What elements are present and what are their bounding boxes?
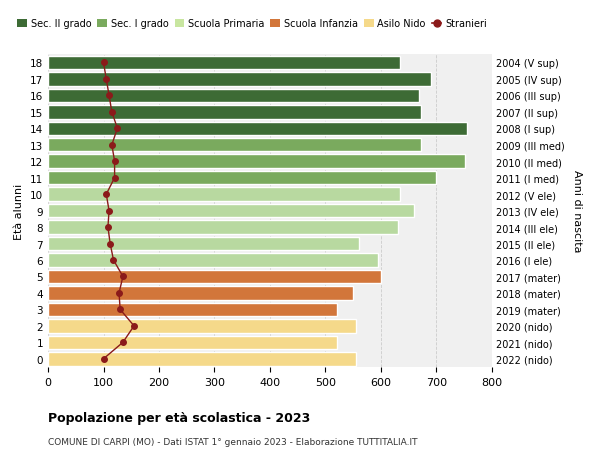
Bar bbox=[48, 106, 421, 119]
Bar bbox=[48, 90, 419, 103]
Bar bbox=[48, 73, 431, 86]
Bar bbox=[48, 188, 400, 202]
Bar bbox=[48, 254, 378, 267]
Bar bbox=[48, 286, 353, 300]
Y-axis label: Anni di nascita: Anni di nascita bbox=[572, 170, 581, 252]
Bar bbox=[48, 122, 467, 136]
Text: Popolazione per età scolastica - 2023: Popolazione per età scolastica - 2023 bbox=[48, 411, 310, 424]
Y-axis label: Età alunni: Età alunni bbox=[14, 183, 25, 239]
Bar bbox=[48, 303, 337, 316]
Bar bbox=[48, 221, 398, 234]
Bar bbox=[48, 352, 356, 366]
Text: COMUNE DI CARPI (MO) - Dati ISTAT 1° gennaio 2023 - Elaborazione TUTTITALIA.IT: COMUNE DI CARPI (MO) - Dati ISTAT 1° gen… bbox=[48, 437, 418, 446]
Bar bbox=[48, 139, 421, 152]
Bar bbox=[48, 172, 436, 185]
Bar bbox=[48, 319, 356, 333]
Bar bbox=[48, 155, 466, 168]
Bar bbox=[48, 204, 414, 218]
Bar bbox=[48, 270, 381, 284]
Legend: Sec. II grado, Sec. I grado, Scuola Primaria, Scuola Infanzia, Asilo Nido, Stran: Sec. II grado, Sec. I grado, Scuola Prim… bbox=[17, 19, 487, 29]
Bar bbox=[48, 237, 359, 251]
Bar bbox=[48, 56, 400, 70]
Bar bbox=[48, 336, 337, 349]
